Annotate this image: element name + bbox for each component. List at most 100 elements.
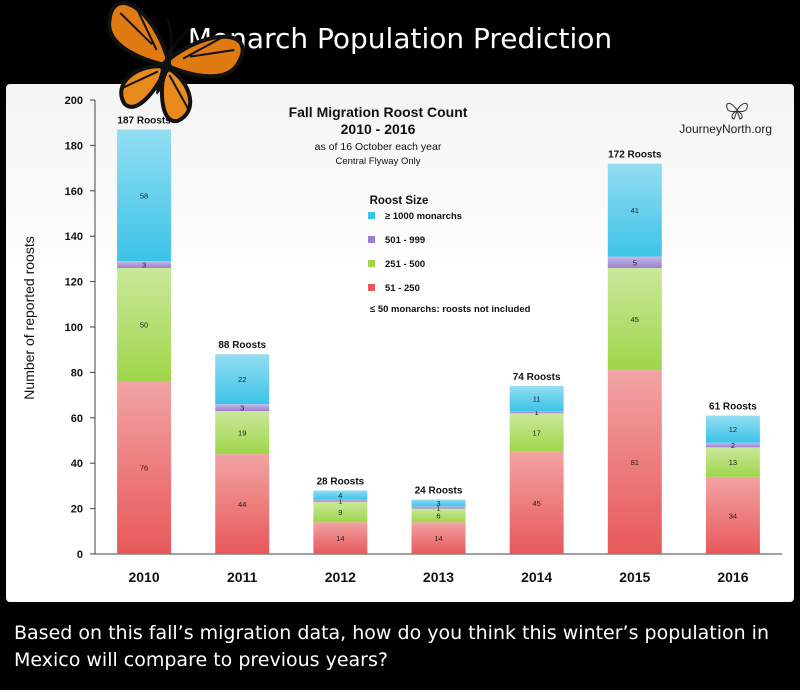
bar-value-label: 22 (238, 375, 246, 384)
bar-segment (607, 163, 662, 257)
bar-value-label: 2 (731, 441, 735, 450)
bar-value-label: 44 (238, 500, 246, 509)
bar-segment (411, 508, 466, 523)
y-tick-label: 180 (65, 140, 83, 152)
y-ticks: 0 20 40 60 80 100 120 140 160 180 200 (65, 95, 95, 561)
bar-total-label: 88 Roosts (218, 340, 266, 351)
bar-segment (215, 410, 270, 455)
bar-value-label: 11 (533, 395, 541, 404)
y-tick-label: 140 (65, 231, 83, 243)
bar-value-label: 1 (436, 503, 440, 512)
legend-swatch (368, 212, 375, 219)
bar-segment (607, 267, 662, 371)
bar-value-label: 14 (336, 534, 344, 543)
bar-value-label: 4 (338, 491, 342, 500)
bar-segment (215, 404, 270, 411)
bar-value-label: 3 (240, 404, 244, 413)
bar-segment (705, 447, 760, 477)
bar-value-label: 3 (436, 499, 440, 508)
legend-note: ≤ 50 monarchs: roosts not included (370, 304, 531, 315)
chart-note-flyway: Central Flyway Only (336, 156, 421, 167)
bar-value-label: 13 (729, 458, 737, 467)
chart-note-date: as of 16 October each year (315, 141, 442, 153)
bar-segment (705, 442, 760, 448)
bar-value-label: 45 (532, 499, 540, 508)
bar-segment (117, 129, 172, 262)
bar-segment (607, 256, 662, 268)
bar-value-label: 76 (140, 464, 148, 473)
y-tick-label: 40 (71, 458, 83, 470)
legend-entry: 51 - 250 (385, 283, 420, 294)
bar-segment (411, 522, 466, 554)
bar-segment (313, 501, 368, 523)
bar-segment (313, 499, 368, 502)
bar-value-label: 14 (434, 534, 442, 543)
bar-total-label: 172 Roosts (608, 150, 662, 161)
bar-segment (411, 499, 466, 507)
bar-segment (509, 386, 564, 411)
legend-title: Roost Size (370, 195, 429, 207)
bar-value-label: 6 (436, 511, 440, 520)
bar-total-label: 74 Roosts (513, 372, 561, 383)
y-tick-label: 160 (65, 186, 83, 198)
y-axis-label: Number of reported roosts (21, 236, 37, 399)
monarch-butterfly-icon (107, 1, 245, 123)
bar-total-label: 28 Roosts (316, 476, 364, 487)
legend-entry: ≥ 1000 monarchs (385, 211, 462, 222)
y-tick-label: 20 (71, 504, 83, 516)
chart-subtitle: 2010 - 2016 (341, 121, 416, 137)
bar-value-label: 5 (633, 258, 637, 267)
bar-value-label: 17 (532, 429, 540, 438)
bar-total-label: 24 Roosts (415, 486, 463, 497)
y-tick-label: 120 (65, 277, 83, 289)
page-title: Monarch Population Prediction (187, 22, 613, 55)
y-tick-label: 60 (71, 413, 83, 425)
x-tick-label: 2012 (325, 569, 356, 585)
bar-value-label: 81 (631, 458, 639, 467)
question-text: Based on this fall’s migration data, how… (14, 622, 769, 671)
chart-title: Fall Migration Roost Count (289, 104, 468, 120)
bar-value-label: 45 (631, 315, 639, 324)
brand-butterfly-icon (726, 102, 748, 120)
bar-value-label: 50 (140, 321, 148, 330)
bar-segment (215, 454, 270, 554)
x-tick-label: 2014 (521, 569, 552, 585)
bar-segment (705, 476, 760, 554)
bar-total-label: 61 Roosts (709, 402, 757, 413)
x-tick-label: 2011 (227, 569, 258, 585)
legend-swatch (368, 260, 375, 267)
bar-segment (215, 354, 270, 405)
legend-swatch (368, 284, 375, 291)
bar-value-label: 3 (142, 261, 146, 270)
bar-segment (117, 267, 172, 382)
bar-value-label: 1 (535, 408, 539, 417)
y-tick-label: 200 (65, 95, 83, 107)
bar-segment (509, 410, 564, 414)
bar-segment (411, 506, 466, 509)
bar-segment (509, 451, 564, 554)
bar-value-label: 58 (140, 191, 148, 200)
x-tick-label: 2016 (717, 569, 748, 585)
bar-value-label: 1 (338, 497, 342, 506)
bar-segment (313, 490, 368, 500)
bar-segment (705, 415, 760, 443)
x-tick-label: 2015 (619, 569, 650, 585)
brand-label: JourneyNorth.org (679, 122, 772, 136)
bar-total-label: 187 Roosts (117, 116, 171, 127)
bar-segment (117, 381, 172, 554)
legend-entry: 501 - 999 (385, 235, 425, 246)
x-tick-label: 2013 (423, 569, 454, 585)
bar-segment (607, 370, 662, 554)
bar-segment (117, 261, 172, 268)
x-tick-label: 2010 (128, 569, 159, 585)
legend-entry: 251 - 500 (385, 259, 425, 270)
bar-value-label: 19 (238, 429, 246, 438)
bar-segment (509, 413, 564, 452)
y-tick-label: 100 (65, 322, 83, 334)
bar-value-label: 9 (338, 508, 342, 517)
y-tick-label: 0 (77, 549, 83, 561)
legend-swatch (368, 236, 375, 243)
legend: ≥ 1000 monarchs 501 - 999 251 - 500 51 - 25… (368, 211, 462, 294)
